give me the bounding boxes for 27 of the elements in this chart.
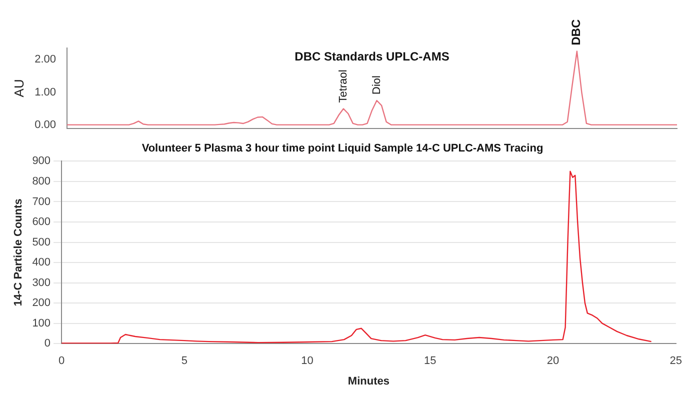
x-tick-label: 20 [546, 355, 560, 368]
y-axis-title: AU [11, 79, 26, 98]
y-tick-label: 1.00 [34, 86, 56, 98]
y-tick-label: 400 [32, 256, 51, 269]
y-tick-label: 200 [32, 297, 51, 310]
y-tick-label: 0 [44, 338, 51, 350]
x-tick-label: 25 [670, 355, 682, 368]
annotation: Diol [370, 76, 383, 95]
y-tick-label: 100 [32, 317, 51, 330]
x-axis-title: Minutes [348, 375, 390, 388]
y-tick-label: 800 [32, 176, 51, 188]
chart-title: DBC Standards UPLC-AMS [294, 49, 450, 64]
y-tick-label: 600 [32, 216, 51, 228]
x-tick-label: 0 [58, 355, 65, 368]
annotation: Tetraol [337, 70, 350, 103]
y-tick-label: 0.00 [34, 119, 56, 132]
x-tick-label: 10 [301, 355, 314, 368]
y-tick-label: 900 [32, 155, 51, 168]
text: DBC [569, 18, 584, 46]
chart-title: Volunteer 5 Plasma 3 hour time point Liquid Sample 14-C UPLC-AMS Tracing [142, 142, 544, 155]
y-tick-label: 500 [32, 236, 51, 248]
y-tick-label: 300 [32, 276, 51, 289]
y-tick-label: 2.00 [34, 54, 56, 66]
y-tick-label: 700 [32, 196, 51, 208]
x-tick-label: 5 [181, 355, 188, 368]
y-axis-title: 14-C Particle Counts [12, 198, 25, 306]
x-tick-label: 15 [424, 355, 436, 368]
